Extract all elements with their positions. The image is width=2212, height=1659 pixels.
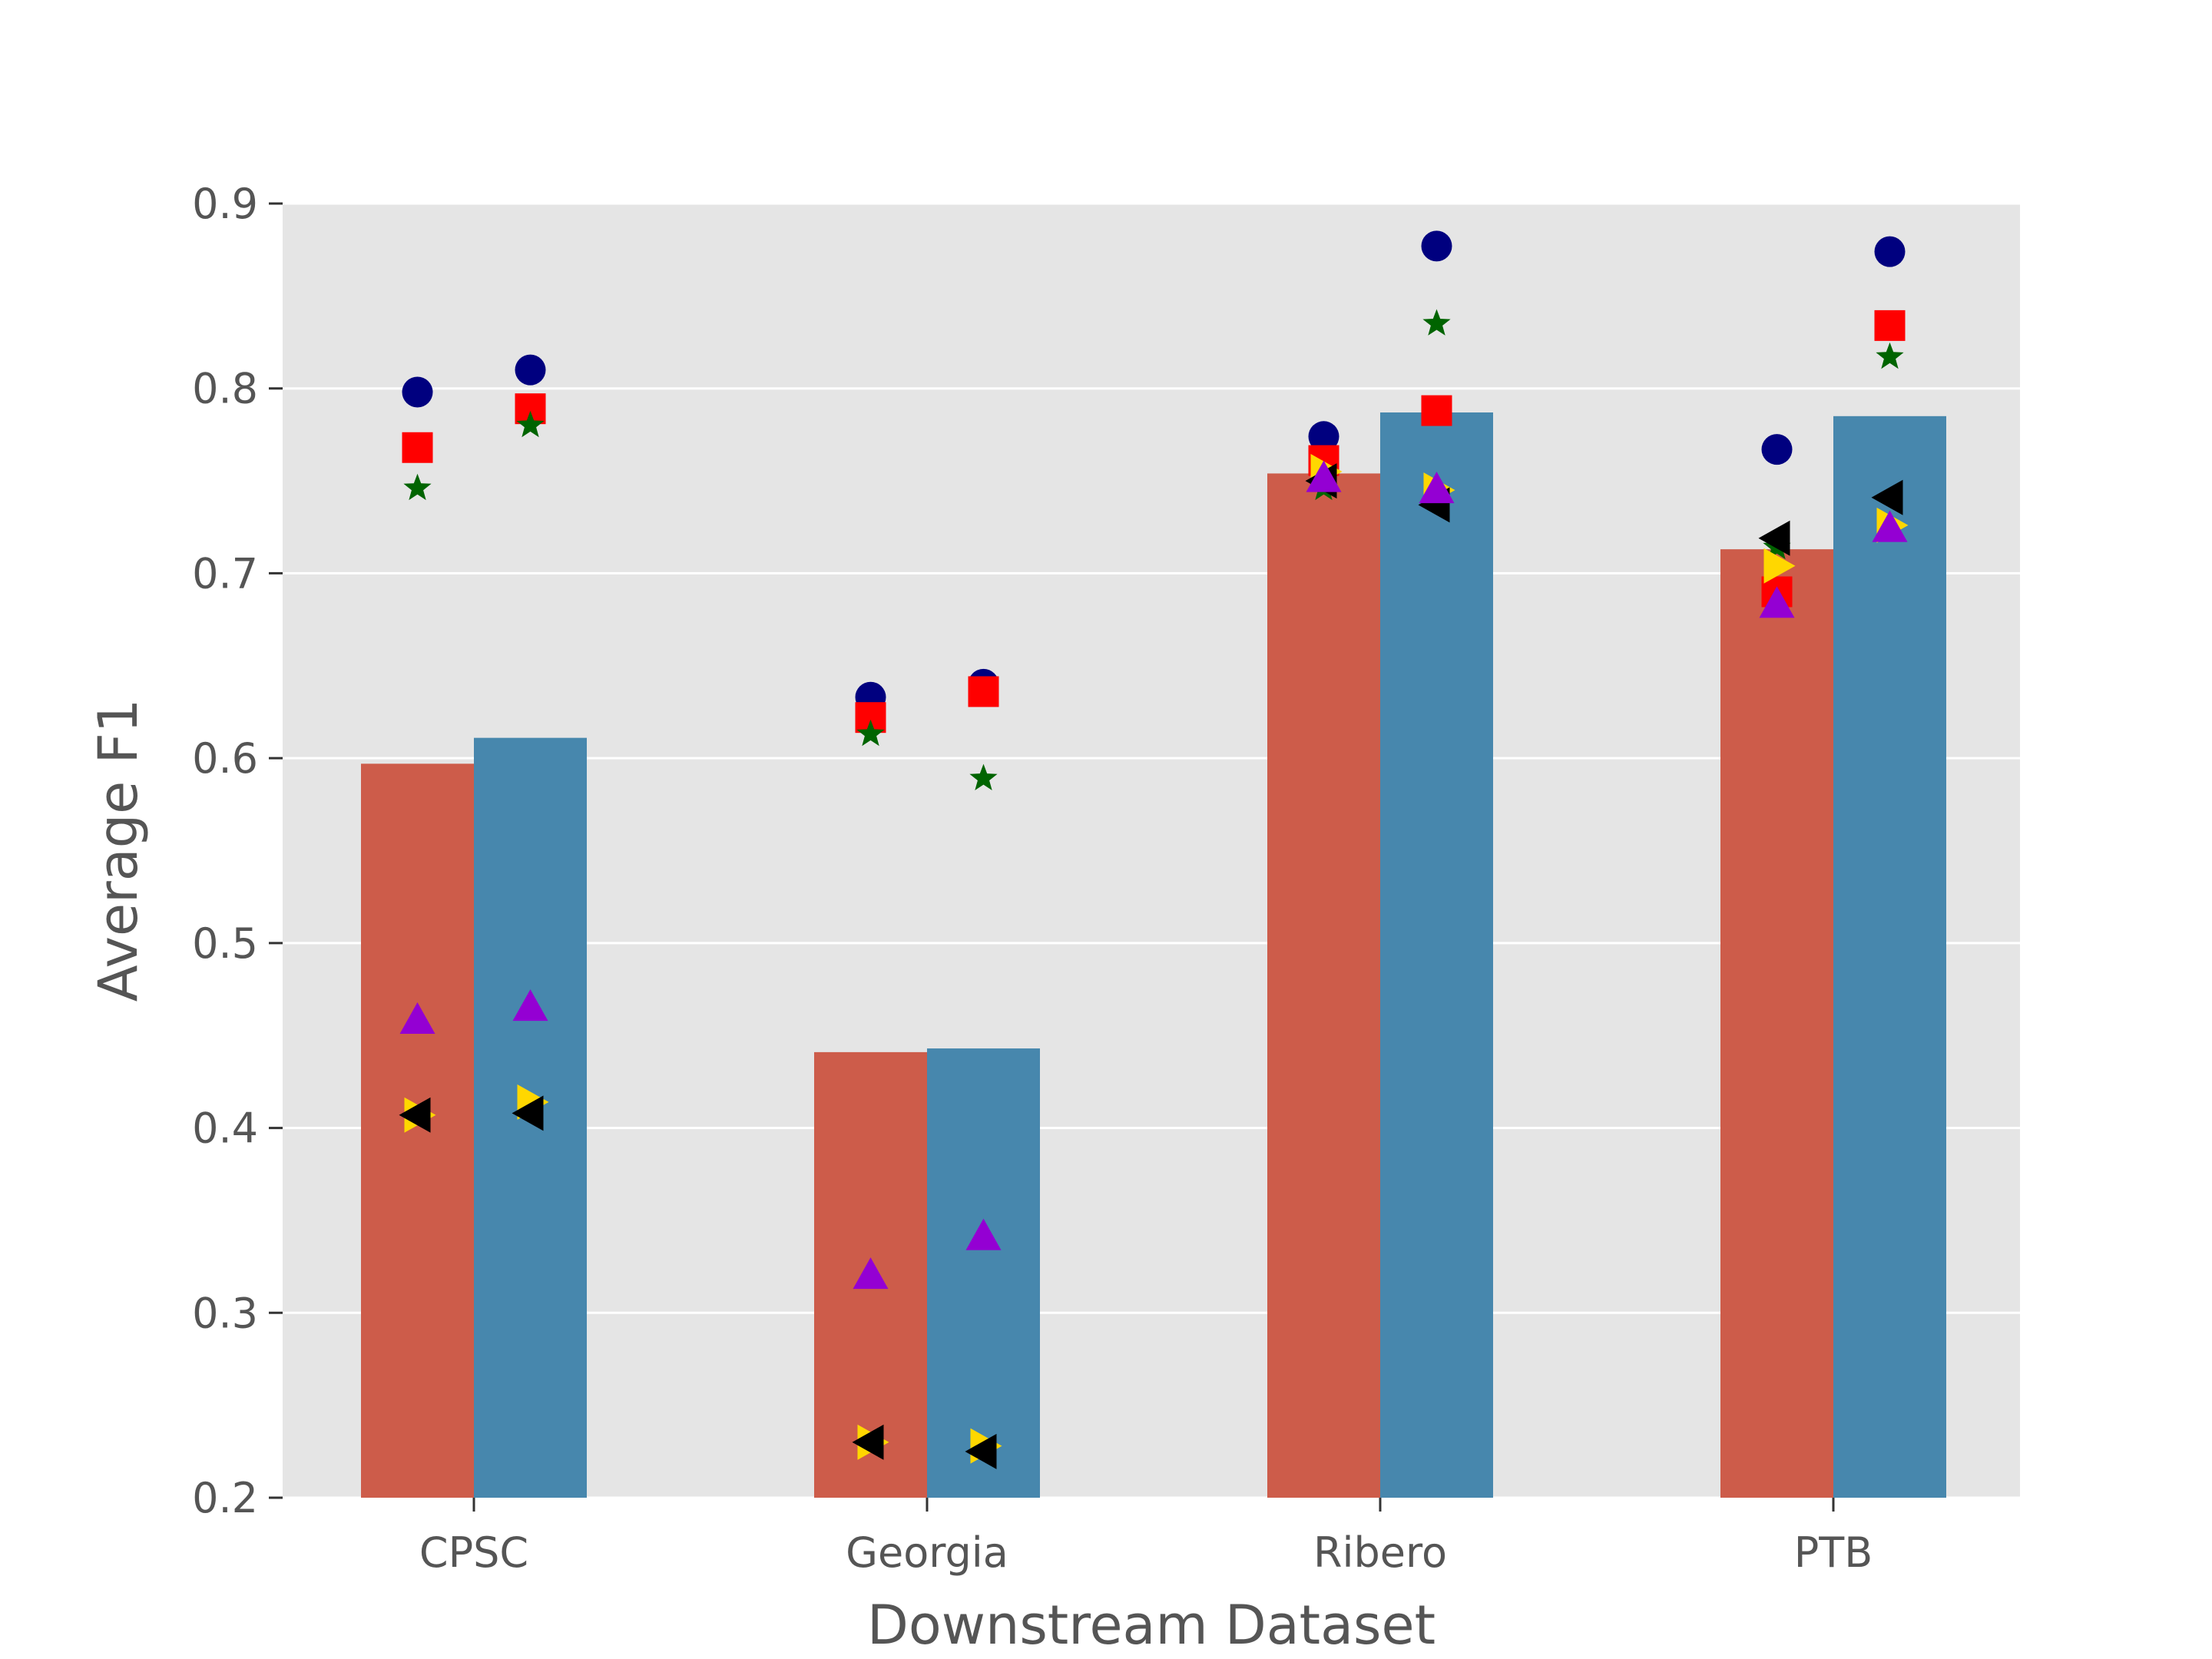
marker-square xyxy=(402,432,433,463)
marker-circle xyxy=(1874,236,1906,267)
x-tick-label: Ribero xyxy=(1313,1528,1447,1577)
marker-triangle-left xyxy=(965,1433,997,1469)
marker-triangle-left xyxy=(512,1095,544,1131)
bar-bar-right xyxy=(927,1048,1040,1498)
marker-square xyxy=(1421,395,1452,426)
bar-bar-right xyxy=(1380,412,1493,1498)
marker-triangle-left xyxy=(852,1424,884,1460)
marker-star xyxy=(969,763,998,790)
axes: 0.2 0.3 0.4 0.5 0.6 0.7 0.8 0.9 CPSC Georgia Riber… xyxy=(192,180,1873,1577)
marker-triangle-left xyxy=(399,1097,431,1133)
marker-circle xyxy=(515,354,546,386)
y-tick-label: 0.6 xyxy=(192,734,258,783)
marker-triangle-up xyxy=(1419,472,1455,504)
y-tick-label: 0.9 xyxy=(192,180,258,228)
y-tick-label: 0.7 xyxy=(192,549,258,598)
marker-circle xyxy=(1421,230,1452,262)
bar-bar-left xyxy=(1267,473,1380,1498)
marker-circle xyxy=(402,376,433,408)
marker-triangle-up xyxy=(1759,586,1795,618)
marker-triangle-up xyxy=(853,1257,889,1290)
marker-circle xyxy=(1761,434,1793,465)
y-tick-label: 0.8 xyxy=(192,365,258,413)
bar-bar-right xyxy=(1833,416,1946,1498)
marker-triangle-right xyxy=(1763,548,1796,584)
x-tick-label: PTB xyxy=(1794,1528,1873,1577)
marker-triangle-left xyxy=(1758,520,1790,556)
marker-triangle-up xyxy=(1306,460,1342,492)
marker-triangle-up xyxy=(512,989,548,1022)
bar-bar-left xyxy=(1720,549,1833,1498)
marker-triangle-left xyxy=(1871,479,1903,515)
bar-bar-left xyxy=(361,763,474,1498)
marker-triangle-up xyxy=(1872,510,1908,542)
marker-star xyxy=(403,473,432,501)
marker-square xyxy=(1874,310,1906,341)
marker-circle xyxy=(1308,421,1339,452)
marker-star xyxy=(516,410,545,438)
marker-star xyxy=(856,719,885,747)
x-tick-label: CPSC xyxy=(419,1528,528,1577)
y-axis-label: Average F1 xyxy=(87,699,150,1002)
marker-star xyxy=(1422,309,1451,336)
x-tick-label: Georgia xyxy=(846,1528,1008,1577)
y-tick-label: 0.5 xyxy=(192,919,258,968)
marker-triangle-up xyxy=(399,1002,435,1034)
y-tick-label: 0.3 xyxy=(192,1289,258,1337)
y-tick-label: 0.2 xyxy=(192,1474,258,1522)
y-tick-label: 0.4 xyxy=(192,1104,258,1153)
marker-star xyxy=(1876,342,1904,369)
marker-square xyxy=(968,676,999,707)
x-axis-label: Downstream Dataset xyxy=(867,1594,1435,1657)
bars xyxy=(361,412,1946,1498)
marker-triangle-up xyxy=(965,1218,1002,1250)
markers xyxy=(399,230,1909,1469)
